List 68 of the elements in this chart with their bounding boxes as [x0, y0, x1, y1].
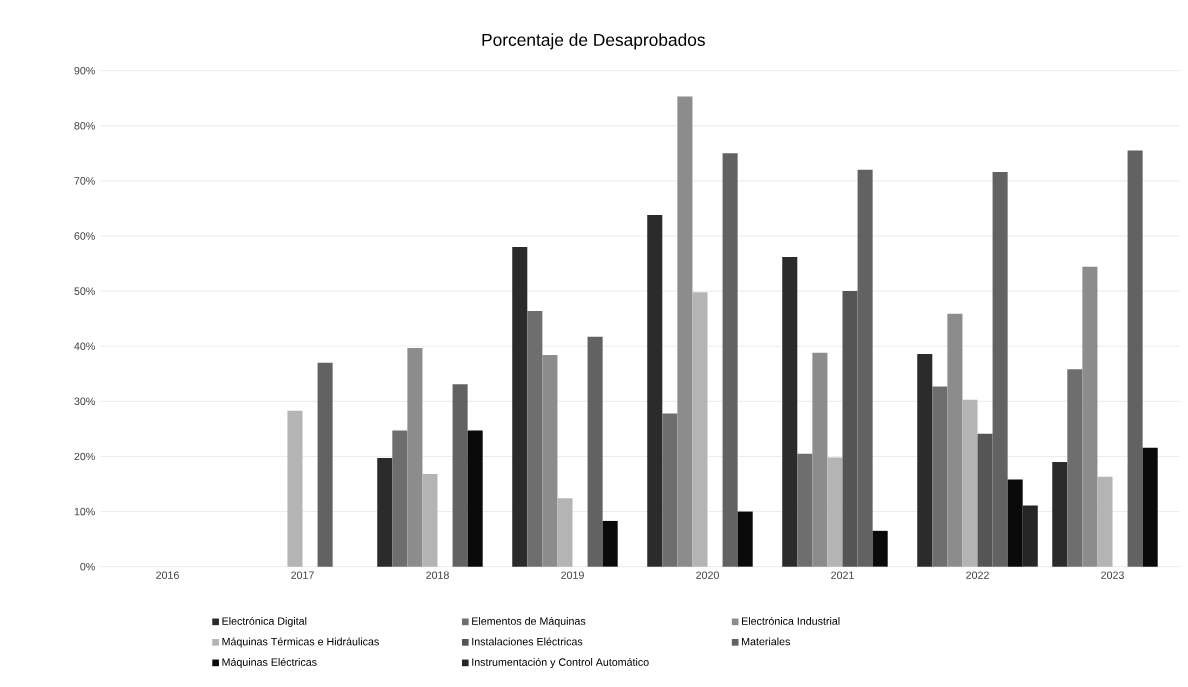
bar	[1142, 447, 1158, 567]
y-tick-label: 90%	[74, 67, 95, 75]
bar	[647, 215, 663, 567]
y-tick-label: 60%	[74, 232, 95, 240]
bar	[407, 348, 423, 567]
legend-label: Elementos de Máquinas	[472, 617, 586, 628]
y-tick-label: 40%	[74, 342, 95, 351]
bar	[377, 458, 393, 567]
x-tick-label: 2020	[696, 571, 719, 580]
bar	[1022, 505, 1038, 567]
bar	[692, 292, 708, 567]
x-tick-label: 2019	[561, 571, 584, 580]
bar	[662, 413, 678, 567]
y-tick-label: 50%	[74, 287, 95, 296]
x-tick-label: 2018	[426, 571, 449, 580]
bar	[1067, 369, 1083, 567]
legend-label: Electrónica Digital	[222, 617, 307, 628]
bar	[1052, 462, 1068, 567]
bar	[947, 313, 963, 567]
y-tick-label: 30%	[74, 397, 95, 406]
bar	[542, 355, 558, 567]
bar	[797, 453, 813, 567]
y-tick-label: 70%	[74, 177, 95, 185]
bar	[512, 247, 528, 567]
bar	[1097, 476, 1113, 567]
y-tick-label: 80%	[74, 122, 95, 130]
chart-title: Porcentaje de Desaprobados	[482, 33, 705, 50]
bar	[782, 257, 798, 567]
bar	[857, 170, 873, 567]
bar	[587, 337, 603, 567]
y-tick-label: 10%	[74, 507, 95, 516]
bar	[737, 511, 753, 567]
bar	[722, 153, 738, 567]
legend-label: Instalaciones Eléctricas	[472, 637, 583, 646]
bar	[1007, 479, 1023, 567]
legend-label: Máquinas Térmicas e Hidráulicas	[222, 637, 379, 648]
bar	[317, 362, 333, 567]
legend-label: Materiales	[742, 637, 790, 646]
x-tick-label: 2017	[291, 571, 314, 580]
bar	[917, 354, 933, 567]
bar	[452, 384, 468, 567]
bar	[932, 386, 948, 567]
y-tick-label: 0%	[80, 563, 95, 571]
bar	[812, 353, 828, 567]
legend-label: Máquinas Eléctricas	[222, 658, 317, 669]
bar	[392, 430, 408, 567]
bar	[872, 531, 888, 567]
x-tick-label: 2023	[1101, 571, 1124, 580]
bar	[1082, 267, 1098, 567]
bar	[1127, 150, 1143, 567]
bar	[962, 399, 978, 567]
bar	[977, 434, 993, 567]
bar	[557, 498, 573, 567]
bar	[422, 474, 438, 567]
legend-label: Electrónica Industrial	[742, 617, 840, 626]
bar	[467, 430, 483, 567]
bar	[677, 96, 693, 567]
bar	[842, 291, 858, 567]
bar	[827, 457, 843, 567]
x-tick-label: 2021	[831, 571, 854, 580]
bar	[602, 521, 618, 567]
bar	[527, 311, 543, 567]
bar	[992, 172, 1008, 567]
x-tick-label: 2022	[966, 571, 989, 580]
x-tick-label: 2016	[156, 571, 179, 580]
y-tick-label: 20%	[74, 452, 95, 461]
legend-label: Instrumentación y Control Automático	[472, 658, 649, 669]
bar	[287, 410, 303, 567]
